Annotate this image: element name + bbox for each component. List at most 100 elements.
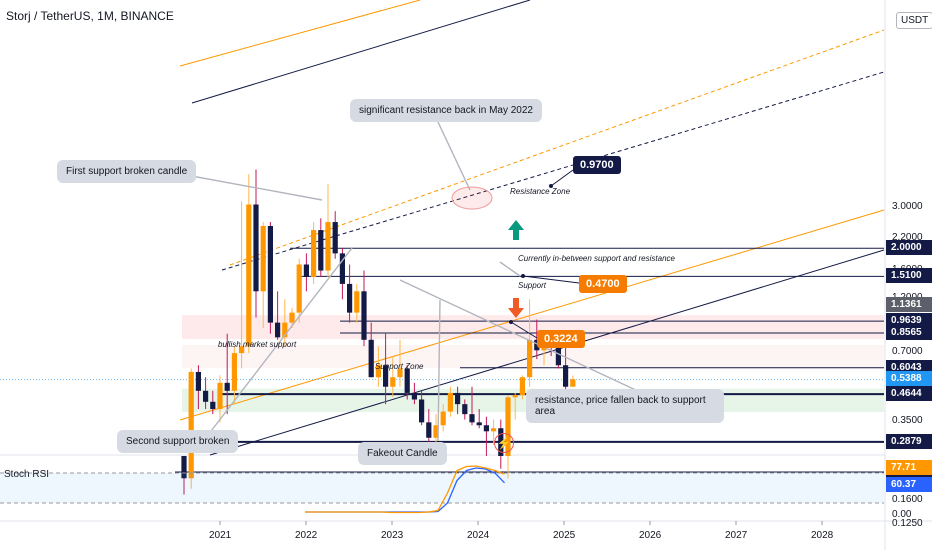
callout-fakeout: Fakeout Candle <box>358 442 447 465</box>
orange-channel-bottom <box>179 209 885 421</box>
y-axis-tick: 0.7000 <box>892 346 923 358</box>
candle-body <box>426 422 432 438</box>
note-bullish-support: bullish market support <box>218 340 297 349</box>
candle-body <box>231 353 237 391</box>
orange-channel-mid <box>229 29 885 266</box>
candle-body <box>462 404 468 415</box>
callout-significant-resistance: significant resistance back in May 2022 <box>350 99 542 122</box>
candle-body <box>397 368 403 378</box>
candle-body <box>296 264 302 313</box>
y-axis-level-tag: 2.0000 <box>886 240 932 256</box>
x-axis-tick: 2024 <box>467 530 490 541</box>
rsi-k-line <box>305 465 505 514</box>
candle-body <box>318 230 324 271</box>
candle-body <box>505 397 511 456</box>
candle-body <box>289 312 295 323</box>
x-axis-tick: 2028 <box>811 530 834 541</box>
candle-body <box>339 253 345 284</box>
candle-body <box>303 264 309 277</box>
candle-body <box>447 392 453 412</box>
y-axis-tick: 0.1250 <box>892 518 923 530</box>
candle-body <box>491 428 497 432</box>
navy-channel-bottom <box>209 249 885 456</box>
candle-body <box>260 225 266 292</box>
candle-body <box>433 425 439 438</box>
y-axis-tick: 2.2000 <box>892 231 923 243</box>
x-axis-tick: 2025 <box>553 530 576 541</box>
note-resistance-zone: Resistance Zone <box>510 187 571 196</box>
candle-body <box>469 414 475 423</box>
candle-body <box>253 204 259 292</box>
candle-body <box>404 368 410 393</box>
candle-body <box>188 371 194 479</box>
flash-icon[interactable]: ⚡ <box>494 433 514 453</box>
y-axis-tick: 0.1600 <box>892 493 923 505</box>
y-axis-level-tag: 1.5100 <box>886 268 932 284</box>
candle-body <box>455 392 461 405</box>
price-box-upper: 0.9700 <box>573 156 621 174</box>
callout-connector <box>437 121 471 191</box>
candle-body <box>282 322 288 338</box>
y-axis-level-tag: 0.4644 <box>886 386 932 402</box>
annotation-lines <box>169 121 641 442</box>
x-axis-tick: 2021 <box>209 530 232 541</box>
candle-body <box>332 222 338 254</box>
callout-second-support: Second support broken <box>117 430 239 453</box>
candle-body <box>347 283 353 313</box>
down-arrow-icon <box>508 298 524 318</box>
currency-unit[interactable]: USDT <box>896 12 932 29</box>
x-axis-tick: 2022 <box>295 530 318 541</box>
y-axis-level-tag: 0.8565 <box>886 324 932 340</box>
callout-connector <box>499 261 521 277</box>
candle-body <box>325 222 331 271</box>
note-support-zone: Support Zone <box>375 362 424 371</box>
candle-body <box>354 291 360 313</box>
stoch-rsi-tick: 0.00 <box>892 509 912 520</box>
y-axis-level-tag: 0.5388 <box>886 371 932 387</box>
candle-body <box>181 455 187 479</box>
candle-body <box>512 395 518 398</box>
candle-body <box>419 399 425 423</box>
callout-connector <box>399 279 641 393</box>
stoch-rsi-label[interactable]: Stoch RSI <box>4 469 50 480</box>
candle-body <box>210 401 216 410</box>
chart-title: Storj / TetherUS, 1M, BINANCE <box>6 9 174 23</box>
candle-body <box>224 382 230 391</box>
callout-connector <box>437 299 441 442</box>
candle-body <box>527 339 533 378</box>
candle-body <box>563 365 569 387</box>
stoch-rsi-panel <box>0 465 884 514</box>
rsi-band <box>0 473 884 503</box>
y-axis-tick: 3.0000 <box>892 200 923 212</box>
candle-body <box>239 346 245 354</box>
y-axis-level-tag: 0.2879 <box>886 433 932 449</box>
price-box-middle: 0.4700 <box>579 275 627 293</box>
resistance-highlight <box>451 186 493 210</box>
candle-body <box>311 230 317 277</box>
orange-channel-top <box>179 0 421 67</box>
candle-body <box>476 422 482 426</box>
y-axis-tick: 0.3500 <box>892 415 923 427</box>
candle-body <box>440 411 446 426</box>
note-support: Support <box>518 281 547 290</box>
x-axis-tick: 2027 <box>725 530 748 541</box>
y-axis-level-tag: 0.9639 <box>886 313 932 329</box>
x-axis-tick: 2026 <box>639 530 662 541</box>
candle-body <box>246 204 252 347</box>
navy-channel-mid <box>221 71 885 271</box>
navy-channel-top <box>191 0 531 104</box>
candle-body <box>375 365 381 378</box>
callout-resistance-fallen: resistance, price fallen back to support… <box>526 389 724 423</box>
candle-body <box>275 322 281 338</box>
trend-channels <box>179 0 885 456</box>
candle-body <box>267 225 273 323</box>
candle-body <box>203 390 209 402</box>
y-axis-level-tag: 0.6043 <box>886 359 932 375</box>
candle-body <box>368 339 374 378</box>
candle-body <box>483 425 489 432</box>
price-box-lower: 0.3224 <box>537 330 585 348</box>
price-box-connector <box>510 321 538 339</box>
candle-body <box>411 392 417 400</box>
